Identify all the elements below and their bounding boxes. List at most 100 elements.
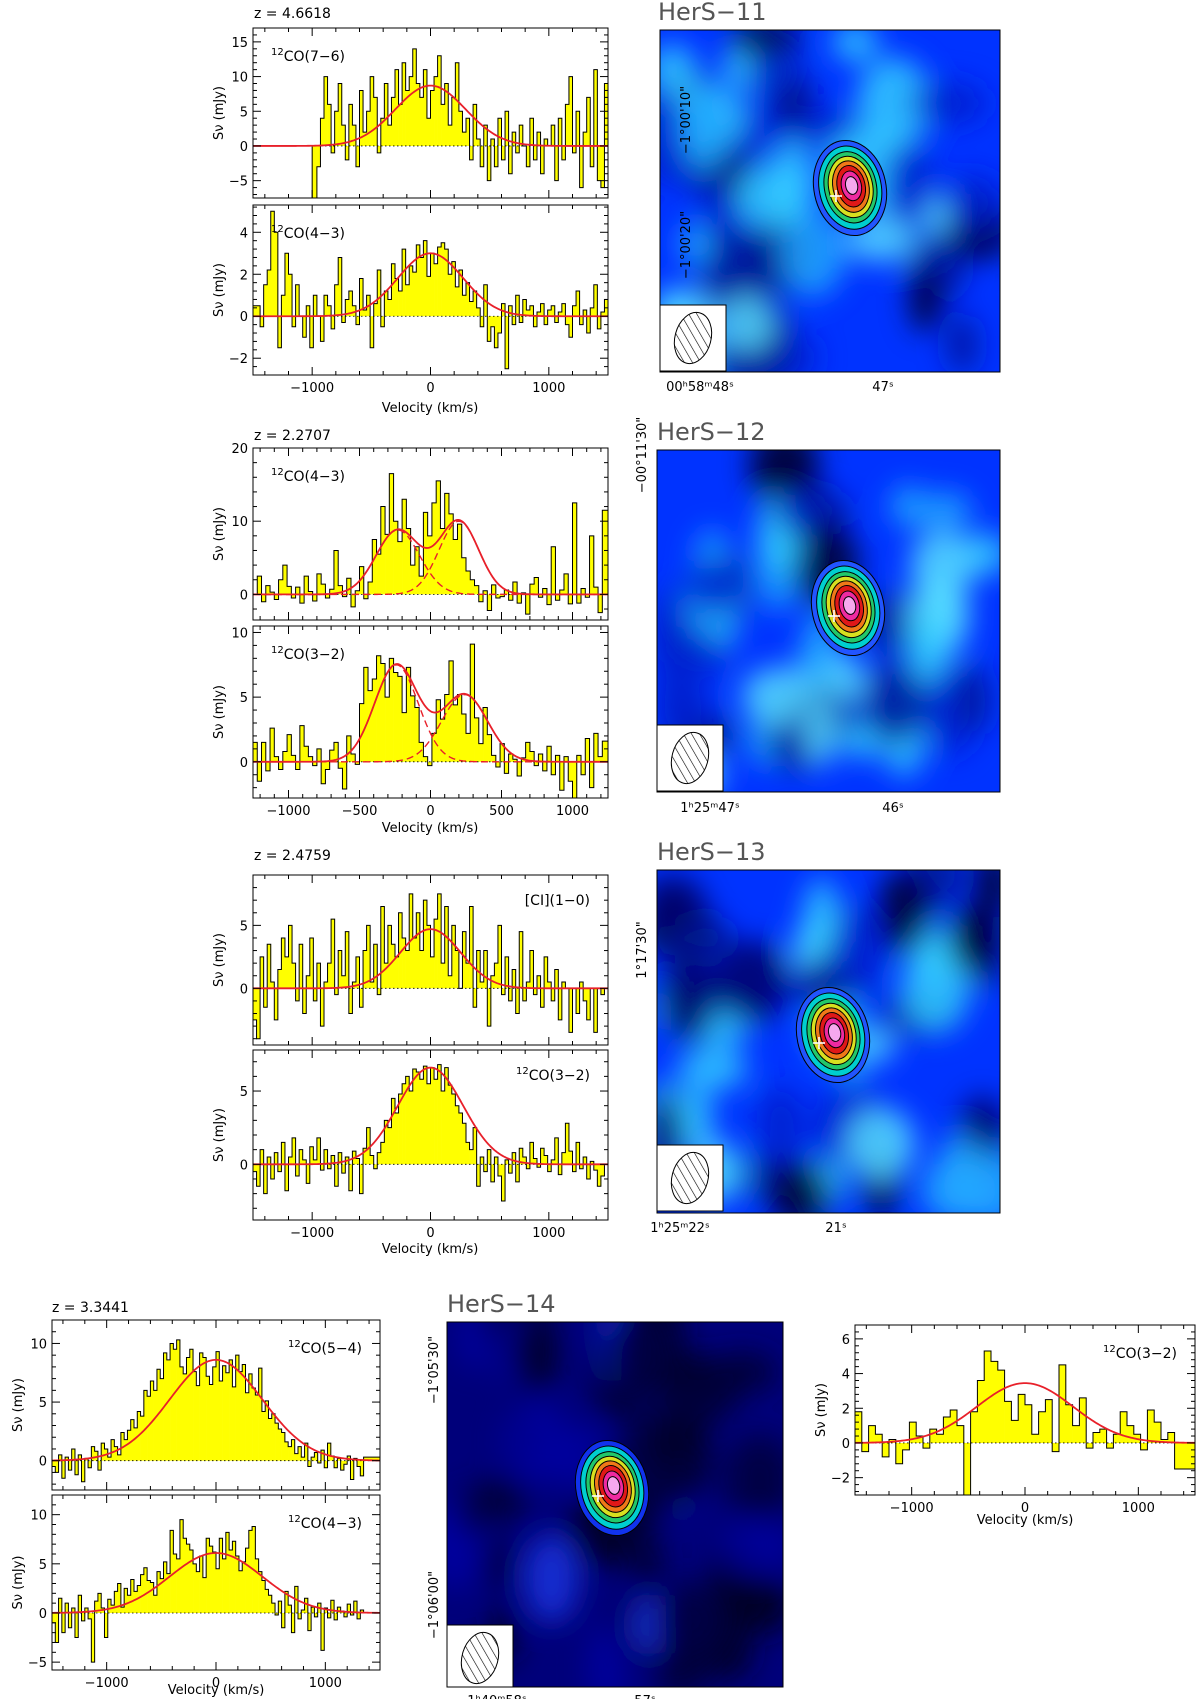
spectrum-bin: [199, 1555, 204, 1613]
spectrum-bin: [278, 761, 284, 770]
dec-tick-label: −1°05'30": [427, 1336, 442, 1404]
spectrum-bin: [604, 83, 608, 146]
spectrum-bin: [78, 1595, 82, 1613]
spectrum-bin: [568, 1151, 573, 1165]
contour-map-hers-11: HerS−11 −1°00'10" −1°00'20" 00ʰ58ᵐ48ˢ 47ˢ: [658, 0, 1001, 395]
spectrum-bin: [533, 145, 538, 160]
noise-blob: [779, 209, 846, 298]
spectrum-bin: [352, 305, 357, 317]
noise-blob: [901, 942, 970, 1033]
transition-name: CO(7−6): [284, 49, 345, 65]
x-tick-label: 0: [1021, 1501, 1029, 1516]
spectrum-bin: [377, 270, 382, 317]
spectrum-bin: [219, 1380, 223, 1461]
spectrum-bin: [377, 988, 382, 995]
spectrum-bin: [529, 1142, 534, 1165]
spectrum-bin: [137, 1585, 141, 1613]
spectrum-bin: [505, 111, 509, 146]
spectrum-bin: [258, 1571, 263, 1613]
y-tick-label: 2: [842, 1402, 850, 1417]
x-tick-label: 1000: [309, 1676, 342, 1691]
spectrum-panel: 0 5 10 Sν (mJy) 12CO(5−4): [11, 1319, 381, 1491]
spectrum-bin: [304, 1443, 309, 1461]
spectrum-bin: [551, 988, 556, 1001]
spectrum-bin: [263, 1164, 268, 1194]
transition-name: CO(3−2): [1116, 1346, 1177, 1362]
spectrum-group-hers-13: z = 2.4759 0 5 Sν (mJy) [CI](1−0) 0 5 Sν (mJy) 1…: [212, 848, 609, 1257]
spectrum-bin: [284, 253, 289, 317]
spectrum-bin: [270, 728, 275, 762]
spectrum-bin: [295, 988, 300, 1001]
spectrum-panel: −5 0 5 10 15 Sν (mJy) 12CO(7−6): [212, 27, 609, 199]
noise-blob: [914, 491, 973, 529]
beam-ellipse: [670, 731, 710, 785]
spectrum-bin: [597, 145, 602, 181]
spectrum-bin: [419, 950, 424, 989]
spectrum-bin: [402, 1083, 406, 1165]
spectrum-bin: [1004, 1401, 1012, 1443]
spectrum-bin: [855, 1411, 863, 1443]
spectrum-bin: [508, 754, 514, 762]
plot-area: [253, 210, 608, 370]
spectrum-bin: [186, 1544, 191, 1613]
spectrum-bin: [491, 755, 497, 762]
spectrum-bin: [551, 761, 556, 775]
spectrum-bin: [71, 1448, 76, 1461]
noise-blob: [632, 1532, 664, 1593]
plot-area: [253, 473, 608, 615]
spectrum-bin: [309, 316, 314, 348]
spectrum-bin: [494, 1156, 499, 1165]
spectrum-bin: [402, 499, 407, 595]
spectrum-bin: [345, 931, 350, 989]
isotope-superscript: 12: [1103, 1344, 1116, 1355]
spectrum-bin: [426, 1083, 431, 1165]
spectrum-bin: [437, 246, 442, 317]
y-tick-label: 10: [231, 626, 248, 641]
spectrum-bin: [355, 1158, 360, 1165]
spectrum-bin: [345, 145, 350, 160]
spectrum-bin: [547, 1164, 552, 1172]
spectrum-bin: [1106, 1442, 1114, 1449]
spectrum-bin: [170, 1343, 174, 1461]
spectrum-bin: [589, 535, 595, 595]
spectrum-bin: [583, 1156, 587, 1165]
spectrum-bin: [267, 270, 272, 317]
spectrum-bin: [455, 286, 460, 317]
spectrum-bin: [589, 761, 595, 788]
spectrum-bin: [395, 1113, 399, 1165]
spectrum-bin: [78, 1454, 82, 1461]
spectrum-panel: 0 10 20 Sν (mJy) 12CO(4−3): [212, 442, 609, 621]
ra-tick-label: 1ʰ25ᵐ47ˢ: [680, 801, 740, 816]
spectrum-bin: [598, 756, 603, 762]
spectrum-bin: [281, 1432, 286, 1461]
spectrum-bin: [288, 274, 293, 317]
spectrum-bin: [590, 307, 595, 317]
y-tick-label: −5: [28, 1656, 47, 1671]
spectrum-bin: [140, 1574, 145, 1613]
spectrum-bin: [111, 1605, 115, 1613]
spectrum-bin: [209, 1546, 214, 1613]
spectrum-bin: [134, 1427, 138, 1461]
plot-area: [52, 1339, 380, 1483]
spectrum-bin: [124, 1439, 128, 1461]
redshift-label: z = 2.4759: [254, 848, 331, 864]
spectrum-bin: [391, 1098, 396, 1165]
spectrum-bin: [423, 240, 428, 317]
spectrum-bin: [512, 759, 518, 762]
spectrum-bin: [551, 125, 556, 146]
spectrum-bin: [490, 316, 495, 327]
x-tick-label: 1000: [1122, 1501, 1155, 1516]
spectrum-bin: [1154, 1422, 1162, 1443]
spectrum-bin: [534, 761, 539, 766]
spectrum-bin: [391, 263, 396, 317]
spectrum-bin: [430, 253, 435, 317]
noise-blob: [657, 874, 704, 927]
y-tick-label: 15: [231, 36, 248, 51]
spectrum-bin: [1079, 1397, 1087, 1443]
spectrum-bin: [522, 1156, 527, 1165]
spectrum-bin: [436, 480, 441, 595]
spectrum-bin: [427, 761, 433, 766]
spectrum-bin: [529, 305, 534, 317]
y-tick-label: 5: [240, 1085, 248, 1100]
spectrum-bin: [360, 1460, 364, 1476]
